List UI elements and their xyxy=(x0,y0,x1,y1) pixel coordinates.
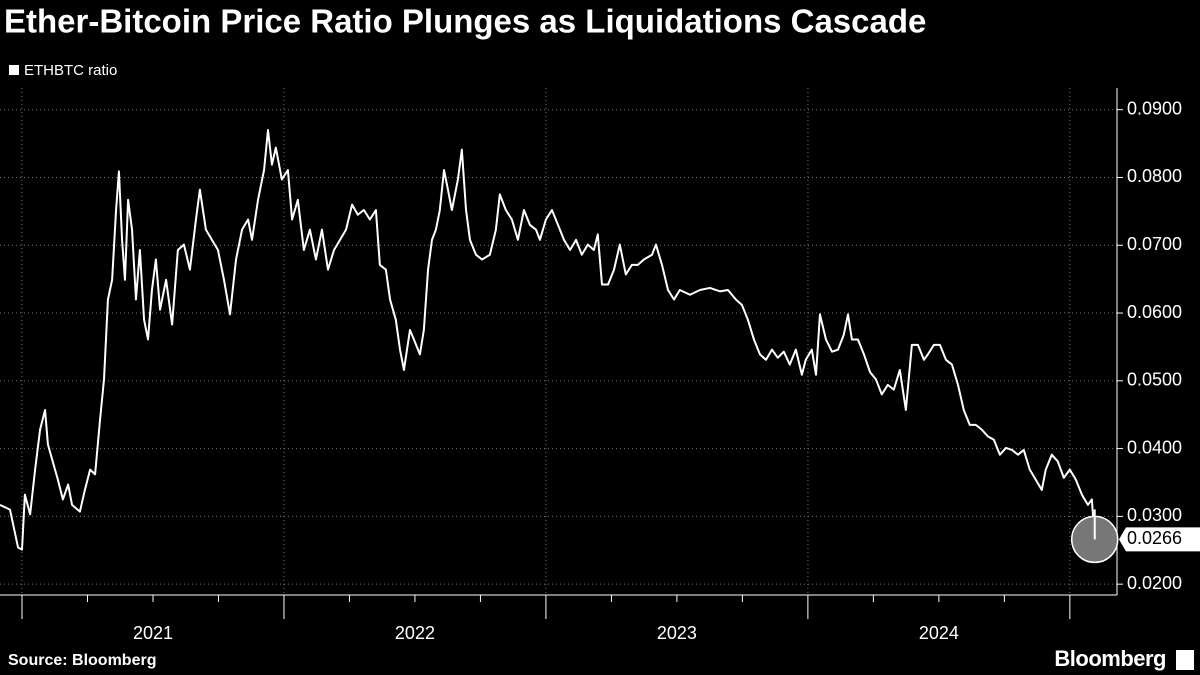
last-value-label: 0.0266 xyxy=(1127,528,1182,548)
price-line xyxy=(0,129,1096,551)
y-tick-label: 0.0400 xyxy=(1127,437,1182,457)
brand-icon xyxy=(1176,650,1194,670)
legend-label: ETHBTC ratio xyxy=(24,62,117,79)
x-tick-label: 2024 xyxy=(919,623,959,643)
y-tick-label: 0.0300 xyxy=(1127,505,1182,525)
y-tick-label: 0.0900 xyxy=(1127,98,1182,118)
y-tick-label: 0.0200 xyxy=(1127,573,1182,593)
brand: Bloomberg xyxy=(1054,646,1166,671)
y-tick-label: 0.0600 xyxy=(1127,302,1182,322)
x-tick-label: 2023 xyxy=(657,623,697,643)
y-tick-label: 0.0500 xyxy=(1127,370,1182,390)
y-tick-label: 0.0800 xyxy=(1127,166,1182,186)
chart-title: Ether-Bitcoin Price Ratio Plunges as Liq… xyxy=(4,3,926,40)
x-tick-label: 2022 xyxy=(395,623,435,643)
y-tick-label: 0.0700 xyxy=(1127,234,1182,254)
legend-swatch xyxy=(9,65,19,75)
x-tick-label: 2021 xyxy=(133,623,173,643)
source: Source: Bloomberg xyxy=(8,652,156,669)
last-value-box xyxy=(1119,527,1200,552)
